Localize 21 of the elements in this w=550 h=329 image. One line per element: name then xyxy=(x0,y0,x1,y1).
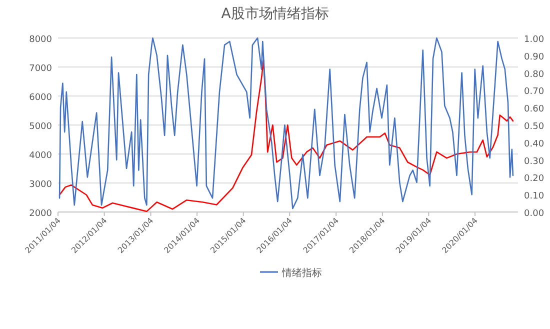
y2-tick-label: 0.00 xyxy=(524,209,544,219)
y-tick-label: 2000 xyxy=(29,209,52,219)
chart-title: A股市场情绪指标 xyxy=(221,6,329,22)
y2-tick-label: 0.30 xyxy=(524,156,544,167)
y2-tick-label: 0.90 xyxy=(524,52,544,62)
y-tick-label: 6000 xyxy=(29,93,52,103)
legend: 情绪指标 xyxy=(260,268,322,279)
y2-tick-label: 0.10 xyxy=(524,192,544,202)
y2-tick-label: 1.00 xyxy=(524,35,544,45)
y-tick-label: 7000 xyxy=(29,64,52,74)
y2-tick-label: 0.20 xyxy=(524,174,544,184)
y2-tick-label: 0.60 xyxy=(524,104,544,115)
y-tick-label: 8000 xyxy=(29,35,52,45)
legend-label: 情绪指标 xyxy=(281,267,322,279)
y-tick-label: 3000 xyxy=(29,180,52,190)
y2-tick-label: 0.70 xyxy=(524,87,544,98)
y2-tick-label: 0.80 xyxy=(524,70,544,80)
y-tick-label: 5000 xyxy=(29,122,52,132)
y-tick-label: 4000 xyxy=(29,151,52,161)
y2-tick-label: 0.50 xyxy=(524,122,544,132)
y2-tick-label: 0.40 xyxy=(524,139,544,150)
